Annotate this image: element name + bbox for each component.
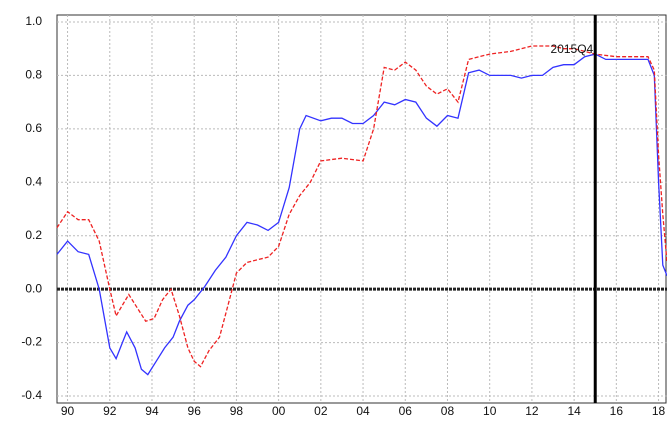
x-tick-label: 96 [188,404,202,418]
x-tick-label: 06 [399,404,413,418]
marker-label: 2015Q4 [551,42,594,56]
x-tick-label: 00 [272,404,286,418]
y-tick-label: 0.8 [25,68,42,82]
x-tick-label: 14 [567,404,581,418]
x-tick-label: 04 [356,404,370,418]
y-tick-label: 0.6 [25,121,42,135]
x-tick-label: 02 [314,404,328,418]
x-tick-label: 08 [441,404,455,418]
y-tick-label: 0.0 [25,281,42,295]
plot-frame [56,14,667,404]
x-tick-label: 90 [61,404,75,418]
y-tick-label: -0.2 [21,335,42,349]
x-tick-label: 98 [230,404,244,418]
y-tick-label: 0.4 [25,174,42,188]
x-tick-label: 92 [103,404,117,418]
series-line [56,53,667,376]
y-tick-label: 1.0 [25,14,42,28]
x-tick-label: 10 [483,404,497,418]
x-tick-label: 18 [652,404,666,418]
y-tick-label: 0.2 [25,228,42,242]
x-tick-label: 16 [610,404,624,418]
x-tick-label: 94 [145,404,159,418]
y-tick-label: -0.4 [21,388,42,402]
series-line [56,45,667,368]
x-tick-label: 12 [525,404,539,418]
